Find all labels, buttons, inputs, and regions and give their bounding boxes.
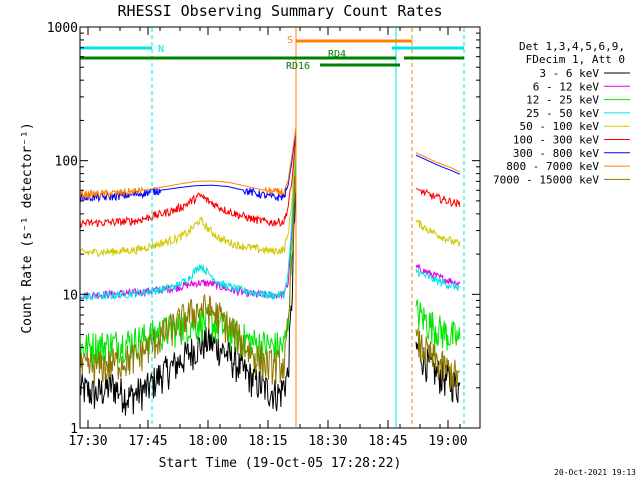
series-line-5-segment-1: [415, 187, 461, 208]
legend-entry-label-1: 6 - 12 keV: [533, 80, 600, 93]
x-tick-label: 17:45: [128, 434, 167, 449]
legend-entry-label-0: 3 - 6 keV: [539, 67, 599, 80]
legend-entry-label-2: 12 - 25 keV: [526, 94, 599, 107]
y-tick-label: 1000: [47, 21, 78, 36]
legend-entry-label-8: 7000 - 15000 keV: [493, 173, 599, 186]
legend-header-line-1: FDecim 1, Att 0: [526, 53, 625, 66]
footer-timestamp: 20-Oct-2021 19:13: [554, 468, 636, 477]
legend-entry-label-6: 300 - 800 keV: [513, 147, 599, 160]
x-tick-label: 18:45: [368, 434, 407, 449]
y-tick-label: 100: [55, 155, 78, 170]
legend-entry-label-5: 100 - 300 keV: [513, 134, 599, 147]
state-bar-label-n: N: [158, 44, 164, 55]
plot-area: N S RD4 RD16 17:30 17:45 18:00 18:15 18:30 18:45 1…: [47, 21, 481, 449]
series-line-7-segment-1: [415, 152, 461, 173]
series-line-6-segment-1: [415, 154, 461, 175]
series-line-5-segment-0: [79, 133, 297, 229]
legend: Det 1,3,4,5,6,9,FDecim 1, Att 03 - 6 keV…: [493, 40, 630, 186]
series-line-8-segment-1: [415, 328, 460, 391]
x-tick-label: 18:30: [308, 434, 347, 449]
series-line-8-segment-0: [79, 170, 297, 386]
legend-entry-label-3: 25 - 50 keV: [526, 107, 599, 120]
y-tick-label: 1: [70, 422, 78, 437]
state-bar-label-s: S: [287, 35, 293, 46]
x-tick-label: 17:30: [68, 434, 107, 449]
series-line-3-segment-1: [415, 268, 461, 291]
x-axis-label: Start Time (19-Oct-05 17:28:22): [159, 456, 402, 471]
x-tick-label: 19:00: [428, 434, 467, 449]
series-line-7-segment-0: [79, 126, 297, 199]
legend-header-line-0: Det 1,3,4,5,6,9,: [519, 40, 625, 53]
series-line-0-segment-0: [79, 159, 297, 416]
legend-entry-label-7: 800 - 7000 keV: [506, 160, 599, 173]
series-line-2-segment-1: [415, 299, 461, 351]
y-axis-label: Count Rate (s⁻¹ detector⁻¹): [20, 122, 35, 333]
chart-title: RHESSI Observing Summary Count Rates: [117, 2, 442, 20]
legend-entry-label-4: 50 - 100 keV: [520, 120, 600, 133]
series-line-6-segment-0: [79, 129, 297, 203]
state-bar-label-rd16: RD16: [286, 61, 310, 72]
series-line-4-segment-1: [415, 219, 461, 247]
x-tick-label: 18:15: [248, 434, 287, 449]
state-bar-label-rd4: RD4: [328, 49, 346, 60]
x-tick-label: 18:00: [188, 434, 227, 449]
y-tick-label: 10: [62, 288, 78, 303]
series-line-4-segment-0: [79, 137, 297, 257]
series-line-3-segment-0: [79, 141, 297, 302]
